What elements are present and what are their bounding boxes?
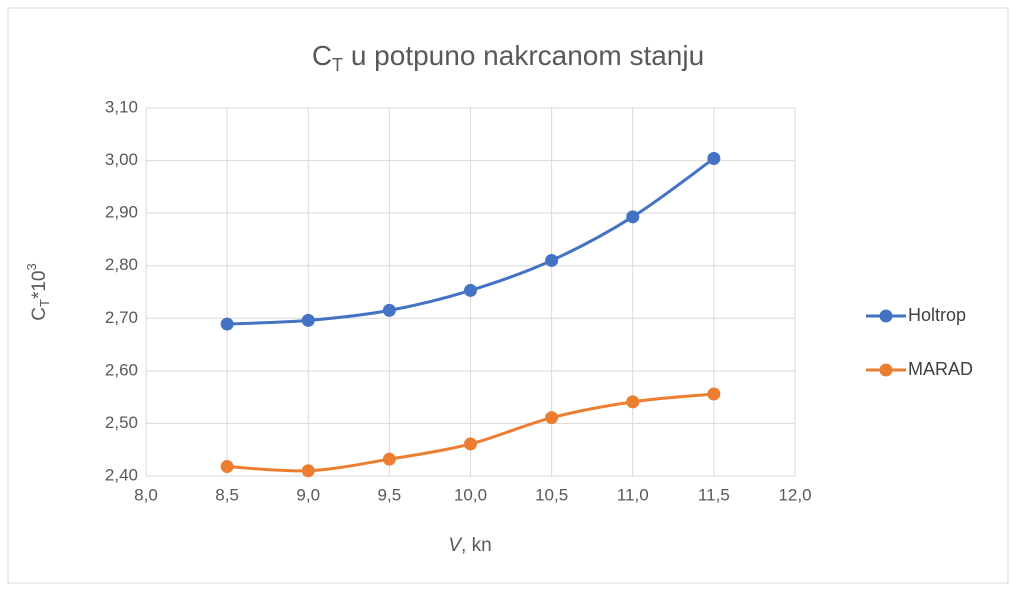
x-tick-label: 11,5 [698,485,730,504]
x-tick-label: 10,0 [454,485,487,504]
data-point [464,283,477,297]
x-tick-label: 8,5 [215,485,239,504]
y-axis-title: CT*103 [24,263,52,320]
y-label-part: C [29,307,50,321]
x-label-part: V [448,535,463,556]
data-point [220,317,234,331]
data-point [545,411,559,425]
y-tick-label: 2,70 [105,308,138,327]
data-point [382,303,396,317]
y-tick-label: 3,10 [105,97,138,116]
x-tick-label: 12,0 [778,485,811,504]
data-point [382,452,396,466]
x-label-part: , kn [461,535,492,556]
y-tick-label: 2,50 [105,413,138,432]
data-point [220,460,234,474]
x-tick-label: 9,5 [378,485,402,504]
data-point [626,210,640,224]
data-point [707,151,721,165]
y-label-part: *10 [29,271,50,300]
y-tick-label: 2,60 [105,360,138,379]
data-point [545,253,559,267]
x-axis-title: V, kn [448,535,491,556]
x-tick-label: 10,5 [535,485,568,504]
x-tick-label: 11,0 [617,485,649,504]
title-part: u potpuno nakrcanom stanju [343,40,704,71]
data-point [301,464,315,478]
data-point [707,387,721,401]
data-point [464,437,477,451]
y-tick-label: 3,00 [105,150,138,169]
data-point [626,395,640,409]
y-tick-label: 2,40 [105,465,138,484]
legend-marker [879,309,893,323]
x-tick-label: 9,0 [296,485,320,504]
y-label-superscript: 3 [24,263,39,270]
y-tick-label: 2,80 [105,255,138,274]
chart-border [7,7,1009,584]
data-point [301,313,315,327]
x-tick-label: 8,0 [134,485,158,504]
y-label-subscript: T [37,299,52,307]
legend-text: MARAD [908,359,973,379]
chart-title: CT u potpuno nakrcanom stanju [312,40,704,74]
legend-text: Holtrop [908,305,966,325]
legend-marker [879,363,893,377]
title-part: C [312,40,332,71]
title-subscript: T [332,55,343,75]
y-tick-label: 2,90 [105,203,138,222]
